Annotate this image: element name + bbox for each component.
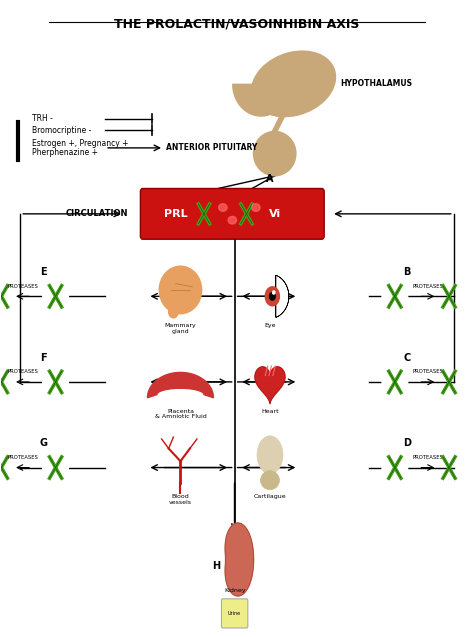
Ellipse shape (43, 369, 69, 395)
Text: G: G (40, 438, 48, 448)
Ellipse shape (257, 436, 283, 474)
Ellipse shape (273, 291, 275, 294)
Text: Heart: Heart (261, 408, 279, 413)
Text: Bromocriptine -: Bromocriptine - (32, 125, 91, 134)
Text: PROTEASES: PROTEASES (412, 455, 443, 460)
Text: Urine: Urine (228, 611, 241, 616)
Ellipse shape (252, 51, 336, 117)
Polygon shape (255, 367, 285, 403)
Text: CIRCULATION: CIRCULATION (66, 210, 128, 218)
Text: THE PROLACTIN/VASOINHIBIN AXIS: THE PROLACTIN/VASOINHIBIN AXIS (114, 17, 360, 30)
Ellipse shape (219, 204, 227, 211)
Text: PROTEASES: PROTEASES (7, 283, 38, 289)
Text: ANTERIOR PITUITARY: ANTERIOR PITUITARY (166, 143, 258, 152)
Ellipse shape (382, 283, 408, 310)
Text: Vi: Vi (269, 209, 281, 219)
Text: E: E (40, 267, 47, 277)
Ellipse shape (252, 204, 260, 211)
Text: B: B (403, 267, 410, 277)
Ellipse shape (169, 306, 178, 318)
Text: H: H (212, 561, 220, 571)
Ellipse shape (43, 283, 69, 310)
Ellipse shape (265, 287, 279, 306)
Text: PROTEASES: PROTEASES (7, 455, 38, 460)
Text: TRH -: TRH - (32, 114, 53, 123)
Text: D: D (402, 438, 410, 448)
FancyBboxPatch shape (221, 599, 248, 628)
Text: Placenta
& Amniotic Fluid: Placenta & Amniotic Fluid (155, 408, 206, 419)
Text: Mammary
gland: Mammary gland (164, 323, 196, 334)
Text: C: C (403, 353, 410, 363)
Ellipse shape (159, 266, 201, 314)
Text: Blood
vessels: Blood vessels (169, 494, 192, 505)
Ellipse shape (382, 369, 408, 395)
Polygon shape (276, 275, 289, 317)
Text: Eye: Eye (264, 323, 276, 328)
Text: Cartilague: Cartilague (254, 494, 286, 499)
Text: PROTEASES: PROTEASES (7, 369, 38, 375)
Text: PRL: PRL (164, 209, 188, 219)
Text: F: F (40, 353, 47, 363)
Polygon shape (225, 523, 254, 596)
FancyBboxPatch shape (140, 189, 324, 240)
Text: Pherphenazine +: Pherphenazine + (32, 148, 98, 157)
Text: HYPOTHALAMUS: HYPOTHALAMUS (341, 80, 413, 89)
Polygon shape (147, 373, 213, 397)
Ellipse shape (261, 471, 279, 490)
Ellipse shape (254, 131, 296, 176)
Text: Kidney: Kidney (224, 588, 246, 593)
Text: Estrogen +, Pregnancy +: Estrogen +, Pregnancy + (32, 139, 128, 148)
Ellipse shape (228, 217, 237, 224)
Ellipse shape (43, 454, 69, 481)
Text: A: A (266, 174, 274, 184)
Text: PROTEASES: PROTEASES (412, 283, 443, 289)
Ellipse shape (270, 292, 275, 300)
Text: PROTEASES: PROTEASES (412, 369, 443, 375)
Ellipse shape (382, 454, 408, 481)
